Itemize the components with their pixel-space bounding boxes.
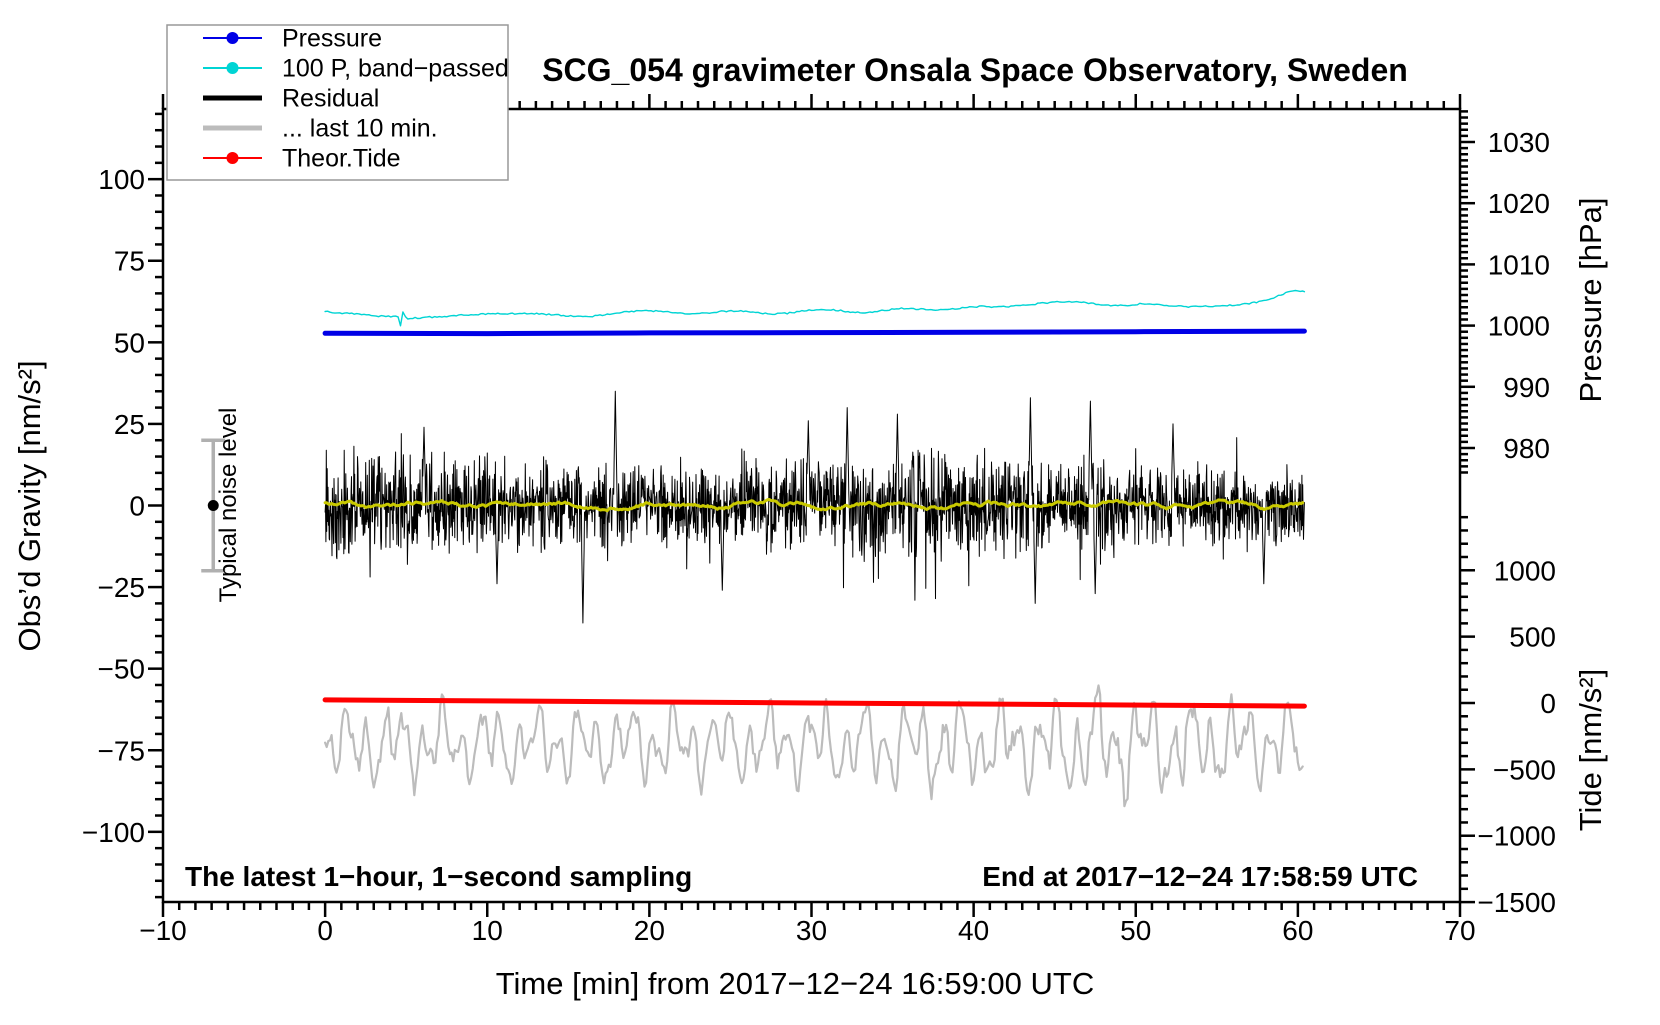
y-axis-title-tide: Tide [nm/s²] (1573, 669, 1608, 832)
series-last-10-min (324, 684, 1304, 808)
pressure-tick-label: 1030 (1488, 127, 1550, 158)
annotation-sampling: The latest 1−hour, 1−second sampling (185, 861, 692, 892)
legend-label-last-10-min: ... last 10 min. (282, 115, 438, 143)
chart-title: SCG_054 gravimeter Onsala Space Observat… (542, 52, 1408, 88)
gravity-tick-label: 25 (114, 409, 145, 440)
legend-marker-theor-tide (226, 152, 239, 164)
annotation-end-time: End at 2017−12−24 17:58:59 UTC (982, 861, 1418, 892)
legend-box (166, 24, 509, 181)
series-residual (324, 390, 1305, 624)
series-theor-tide (322, 697, 1307, 709)
y-axis-title-pressure: Pressure [hPa] (1573, 197, 1608, 402)
legend-label-100-p-band-passed: 100 P, band−passed (282, 55, 509, 83)
legend-label-pressure: Pressure (282, 25, 382, 53)
gravity-tick-label: 100 (98, 164, 145, 195)
series-residual-low-pass (323, 498, 1305, 513)
gravity-tick-label: −75 (98, 735, 146, 766)
x-tick-label: 60 (1282, 915, 1313, 946)
legend-marker-100-p-band-passed (226, 62, 239, 74)
x-axis-title: Time [min] from 2017−12−24 16:59:00 UTC (496, 966, 1095, 1001)
legend-marker-pressure (226, 32, 239, 44)
pressure-tick-label: 1000 (1488, 311, 1550, 342)
pressure-tick-label: 1020 (1488, 188, 1550, 219)
legend-label-theor-tide: Theor.Tide (282, 145, 401, 173)
y-axis-title-gravity: Obs’d Gravity [nm/s²] (12, 360, 47, 651)
noise-center-dot (207, 500, 219, 511)
x-tick-label: 0 (317, 915, 333, 946)
typical-noise-marker (201, 438, 226, 573)
x-tick-label: 30 (796, 915, 827, 946)
tide-tick-label: 500 (1509, 622, 1556, 653)
tide-tick-label: 0 (1540, 688, 1556, 719)
gravity-tick-label: −50 (98, 654, 146, 685)
gravity-tick-label: −100 (82, 817, 145, 848)
tide-tick-label: 1000 (1494, 555, 1556, 586)
x-tick-label: −10 (139, 915, 187, 946)
gravity-tick-label: 75 (114, 246, 145, 277)
pressure-tick-label: 990 (1503, 372, 1550, 403)
x-tick-label: 40 (958, 915, 989, 946)
x-tick-label: 10 (472, 915, 503, 946)
x-tick-label: 70 (1444, 915, 1475, 946)
series-pressure (322, 328, 1307, 337)
tide-tick-label: −500 (1493, 754, 1556, 785)
gravity-tick-label: −25 (98, 572, 146, 603)
pressure-tick-label: 980 (1503, 433, 1550, 464)
tide-tick-label: −1500 (1477, 887, 1556, 918)
gravity-tick-label: 0 (129, 491, 145, 522)
pressure-tick-label: 1010 (1488, 249, 1550, 280)
series-100-p-band-passed (324, 289, 1306, 327)
data-traces (322, 289, 1307, 808)
tide-tick-label: −1000 (1477, 821, 1556, 852)
typical-noise-level-label: Typical noise level (215, 408, 242, 603)
x-tick-label: 50 (1120, 915, 1151, 946)
gravity-tick-label: 50 (114, 327, 145, 358)
axes-ticks: −10 0 10 20 30 40 50 60 70−100−75−50−25025507510… (82, 94, 1556, 946)
legend-label-residual: Residual (282, 85, 379, 113)
x-tick-label: 20 (634, 915, 665, 946)
